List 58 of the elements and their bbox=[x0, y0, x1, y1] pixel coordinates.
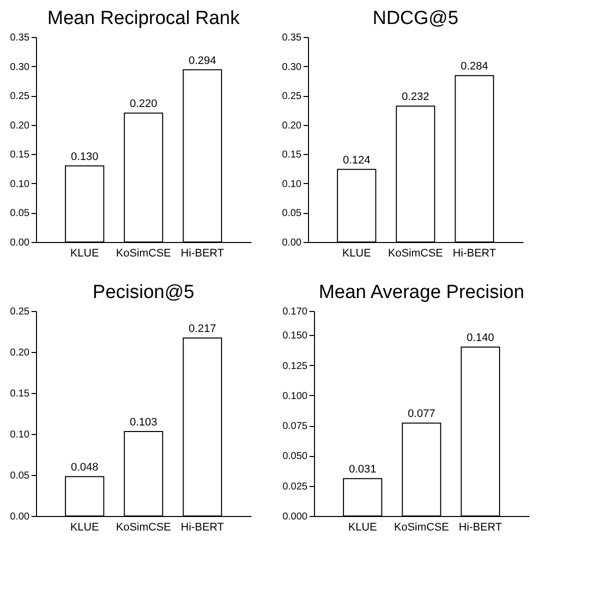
x-tick-label: Hi-BERT bbox=[452, 248, 496, 260]
data-label: 0.103 bbox=[130, 416, 158, 429]
chart-title: Pecision@5 bbox=[92, 282, 194, 303]
data-label: 0.130 bbox=[70, 150, 98, 163]
y-tick-label: 0.35 bbox=[10, 32, 30, 44]
data-label: 0.232 bbox=[402, 91, 430, 104]
data-label: 0.220 bbox=[130, 98, 158, 110]
chart-title: NDCG@5 bbox=[372, 8, 458, 29]
y-tick-label: 0.20 bbox=[10, 348, 30, 358]
data-label: 0.217 bbox=[188, 323, 216, 336]
y-tick-label: 0.15 bbox=[10, 150, 30, 161]
x-tick-label: KoSimCSE bbox=[116, 248, 172, 260]
x-tick-label: KLUE bbox=[70, 522, 99, 534]
data-label: 0.124 bbox=[342, 154, 370, 166]
y-tick-label: 0.20 bbox=[10, 120, 30, 132]
y-tick-label: 0.05 bbox=[10, 470, 30, 482]
y-tick-label: 0.30 bbox=[282, 62, 302, 73]
data-label: 0.140 bbox=[466, 332, 494, 344]
x-tick-label: Hi-BERT bbox=[180, 248, 224, 260]
y-tick-label: 0.25 bbox=[10, 306, 30, 318]
y-tick-label: 0.125 bbox=[282, 360, 308, 372]
x-tick-label: KoSimCSE bbox=[388, 248, 444, 260]
y-tick-label: 0.10 bbox=[282, 178, 302, 190]
x-tick-label: KLUE bbox=[70, 248, 99, 260]
data-label: 0.048 bbox=[70, 462, 98, 474]
data-label: 0.294 bbox=[188, 54, 216, 67]
data-label: 0.284 bbox=[460, 60, 488, 73]
y-tick-label: 0.35 bbox=[282, 32, 302, 44]
y-tick-label: 0.170 bbox=[282, 306, 308, 318]
x-tick-label: KLUE bbox=[342, 248, 371, 260]
data-label: 0.031 bbox=[348, 464, 376, 476]
data-label: 0.077 bbox=[408, 408, 436, 420]
x-tick-label: KoSimCSE bbox=[116, 522, 172, 534]
y-tick-label: 0.10 bbox=[10, 178, 30, 190]
y-tick-label: 0.150 bbox=[282, 330, 308, 342]
y-tick-label: 0.05 bbox=[282, 208, 302, 220]
y-tick-label: 0.00 bbox=[10, 512, 30, 522]
y-tick-label: 0.025 bbox=[282, 481, 308, 492]
y-tick-label: 0.30 bbox=[10, 62, 30, 73]
y-tick-label: 0.25 bbox=[282, 91, 302, 102]
x-tick-label: Hi-BERT bbox=[458, 522, 502, 534]
y-tick-label: 0.15 bbox=[282, 150, 302, 161]
y-tick-label: 0.000 bbox=[282, 512, 308, 522]
x-tick-label: KoSimCSE bbox=[394, 522, 450, 534]
y-tick-label: 0.15 bbox=[10, 388, 30, 400]
y-tick-label: 0.100 bbox=[282, 390, 308, 402]
chart-title: Mean Average Precision bbox=[318, 282, 524, 303]
y-tick-label: 0.00 bbox=[10, 238, 30, 248]
y-tick-label: 0.20 bbox=[282, 120, 302, 132]
y-tick-label: 0.25 bbox=[10, 91, 30, 102]
chart-title: Mean Reciprocal Rank bbox=[47, 8, 240, 29]
y-tick-label: 0.05 bbox=[10, 208, 30, 220]
y-tick-label: 0.00 bbox=[282, 238, 302, 248]
y-tick-label: 0.075 bbox=[282, 421, 308, 432]
x-tick-label: KLUE bbox=[348, 522, 377, 534]
y-tick-label: 0.10 bbox=[10, 430, 30, 440]
y-tick-label: 0.050 bbox=[282, 451, 308, 462]
x-tick-label: Hi-BERT bbox=[180, 522, 224, 534]
